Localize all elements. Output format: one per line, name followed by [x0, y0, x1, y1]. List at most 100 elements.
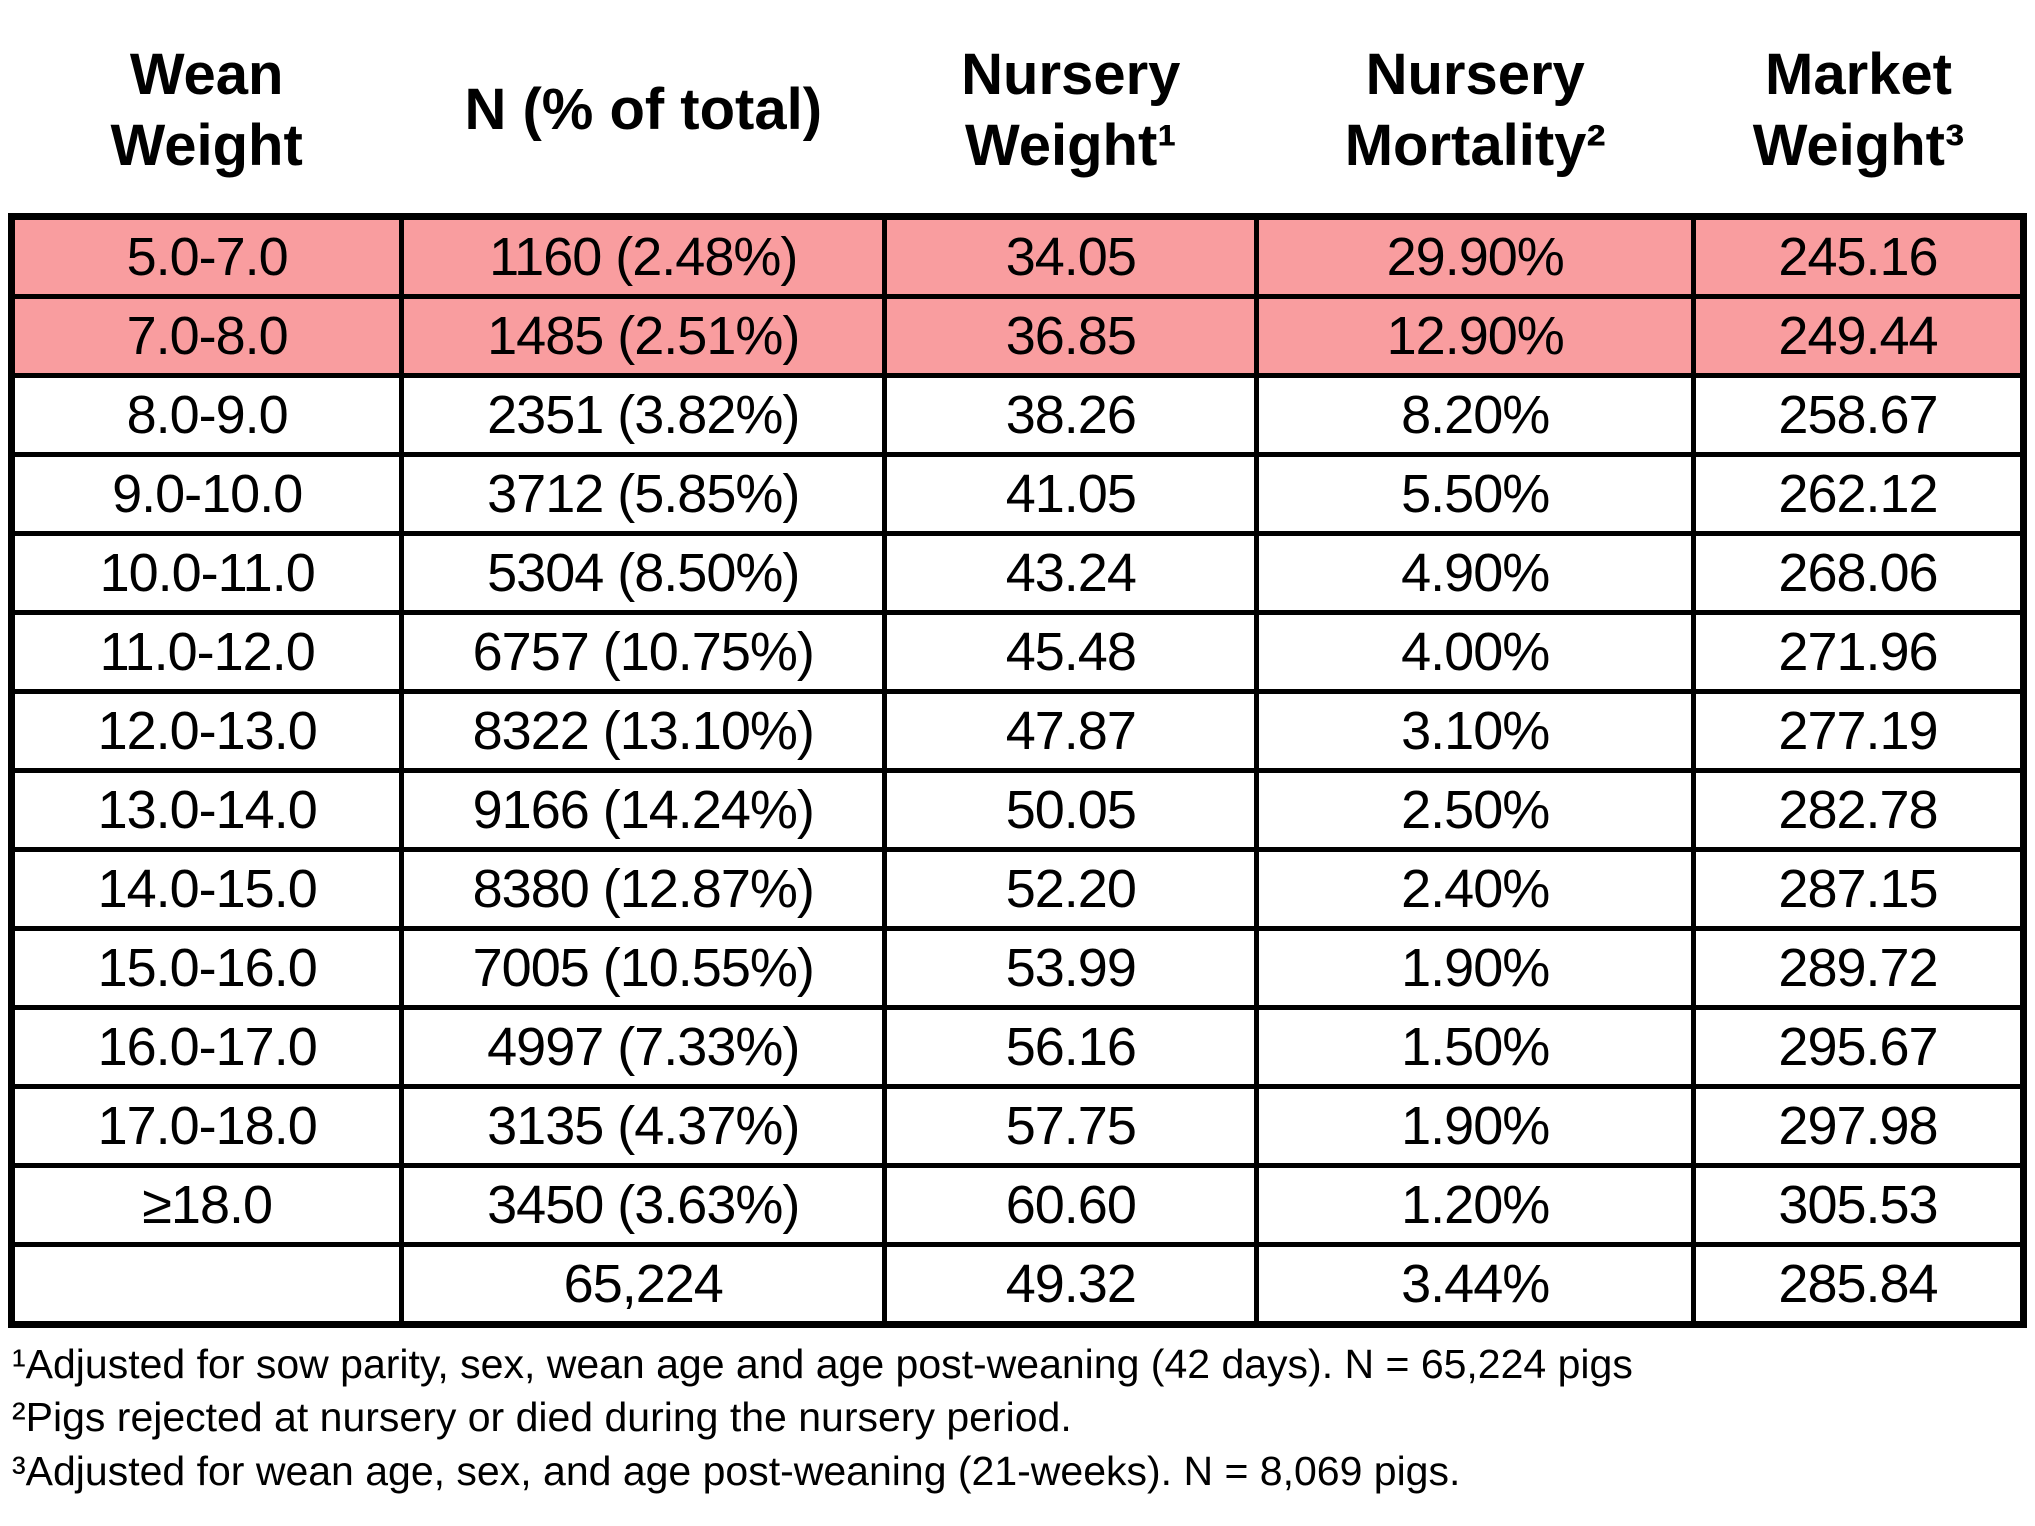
table-cell: 11.0-12.0	[7, 610, 405, 694]
table-row: 65,224 49.32 3.44% 285.84	[7, 1242, 2027, 1328]
table-cell: 36.85	[882, 294, 1260, 378]
table-cell: 13.0-14.0	[7, 768, 405, 852]
table-cell: 38.26	[882, 373, 1260, 457]
table-row: 15.0-16.0 7005 (10.55%) 53.99 1.90% 289.72	[7, 926, 2027, 1010]
table-cell: 4.00%	[1254, 610, 1696, 694]
footnotes: ¹Adjusted for sow parity, sex, wean age …	[8, 1338, 2027, 1498]
table-cell: 1.90%	[1254, 926, 1696, 1010]
footnote-1: ¹Adjusted for sow parity, sex, wean age …	[12, 1341, 1633, 1387]
footnote-2: ²Pigs rejected at nursery or died during…	[12, 1394, 1072, 1441]
table-cell: 8322 (13.10%)	[399, 689, 888, 773]
table-cell: 45.48	[882, 610, 1260, 694]
table-cell: 262.12	[1691, 452, 2027, 536]
table-cell: 2.50%	[1254, 768, 1696, 852]
table-cell: 29.90%	[1254, 213, 1696, 299]
col-header-nursery-weight: Nursery Weight¹	[884, 8, 1257, 217]
table-cell: 1.50%	[1254, 1005, 1696, 1089]
header-line: Mortality²	[1344, 112, 1606, 178]
table-cell: 60.60	[882, 1163, 1260, 1247]
header-line: Wean	[129, 41, 284, 107]
header-line: Weight	[110, 112, 303, 178]
table-cell: 8.20%	[1254, 373, 1696, 457]
table-cell: ≥18.0	[7, 1163, 405, 1247]
table-cell	[7, 1242, 405, 1328]
table-row: 5.0-7.0 1160 (2.48%) 34.05 29.90% 245.16	[7, 213, 2027, 299]
table-cell: 268.06	[1691, 531, 2027, 615]
table-cell: 15.0-16.0	[7, 926, 405, 1010]
header-line: Nursery	[961, 41, 1181, 107]
table-cell: 282.78	[1691, 768, 2027, 852]
table-row: 7.0-8.0 1485 (2.51%) 36.85 12.90% 249.44	[7, 294, 2027, 378]
table-cell: 10.0-11.0	[7, 531, 405, 615]
table-cell: 1.20%	[1254, 1163, 1696, 1247]
table-row: 12.0-13.0 8322 (13.10%) 47.87 3.10% 277.19	[7, 689, 2027, 773]
table-cell: 2.40%	[1254, 847, 1696, 931]
table-cell: 47.87	[882, 689, 1260, 773]
table-row: 11.0-12.0 6757 (10.75%) 45.48 4.00% 271.96	[7, 610, 2027, 694]
table-cell: 43.24	[882, 531, 1260, 615]
table-cell: 245.16	[1691, 213, 2027, 299]
header-line: Weight¹	[965, 112, 1177, 178]
table-row: 10.0-11.0 5304 (8.50%) 43.24 4.90% 268.06	[7, 531, 2027, 615]
table-cell: 8.0-9.0	[7, 373, 405, 457]
table-cell: 50.05	[882, 768, 1260, 852]
table-cell: 57.75	[882, 1084, 1260, 1168]
table-cell: 12.90%	[1254, 294, 1696, 378]
table-cell: 65,224	[399, 1242, 888, 1328]
table-row: 9.0-10.0 3712 (5.85%) 41.05 5.50% 262.12	[7, 452, 2027, 536]
table-cell: 56.16	[882, 1005, 1260, 1089]
wean-weight-table: Wean Weight N (% of total) Nursery Weigh…	[7, 8, 2027, 1328]
table-cell: 1160 (2.48%)	[399, 213, 888, 299]
table-cell: 3712 (5.85%)	[399, 452, 888, 536]
table-row: 13.0-14.0 9166 (14.24%) 50.05 2.50% 282.78	[7, 768, 2027, 852]
header-line: Nursery	[1365, 41, 1585, 107]
col-header-n-pct-of-total: N (% of total)	[401, 8, 885, 217]
table-cell: 5.0-7.0	[7, 213, 405, 299]
table-cell: 4997 (7.33%)	[399, 1005, 888, 1089]
table-cell: 34.05	[882, 213, 1260, 299]
table-cell: 52.20	[882, 847, 1260, 931]
table-cell: 289.72	[1691, 926, 2027, 1010]
header-line: Weight³	[1752, 112, 1965, 178]
header-row: Wean Weight N (% of total) Nursery Weigh…	[11, 8, 2024, 217]
table-cell: 258.67	[1691, 373, 2027, 457]
table-cell: 295.67	[1691, 1005, 2027, 1089]
header-line: N (% of total)	[464, 77, 823, 143]
table-body: 5.0-7.0 1160 (2.48%) 34.05 29.90% 245.16 7.0-…	[7, 213, 2027, 1328]
table-row: 8.0-9.0 2351 (3.82%) 38.26 8.20% 258.67	[7, 373, 2027, 457]
table-cell: 3.44%	[1254, 1242, 1696, 1328]
table-cell: 271.96	[1691, 610, 2027, 694]
table-cell: 287.15	[1691, 847, 2027, 931]
table-row: 17.0-18.0 3135 (4.37%) 57.75 1.90% 297.98	[7, 1084, 2027, 1168]
table-cell: 277.19	[1691, 689, 2027, 773]
table-cell: 8380 (12.87%)	[399, 847, 888, 931]
col-header-nursery-mortality: Nursery Mortality²	[1256, 8, 1694, 217]
table-cell: 3.10%	[1254, 689, 1696, 773]
table-header: Wean Weight N (% of total) Nursery Weigh…	[11, 8, 2024, 217]
table-cell: 7.0-8.0	[7, 294, 405, 378]
table-cell: 5.50%	[1254, 452, 1696, 536]
table-cell: 1.90%	[1254, 1084, 1696, 1168]
table-cell: 49.32	[882, 1242, 1260, 1328]
table-cell: 9.0-10.0	[7, 452, 405, 536]
table-cell: 297.98	[1691, 1084, 2027, 1168]
table-cell: 285.84	[1691, 1242, 2027, 1328]
table-row: ≥18.0 3450 (3.63%) 60.60 1.20% 305.53	[7, 1163, 2027, 1247]
table-cell: 2351 (3.82%)	[399, 373, 888, 457]
table-cell: 249.44	[1691, 294, 2027, 378]
table-cell: 6757 (10.75%)	[399, 610, 888, 694]
table-cell: 3450 (3.63%)	[399, 1163, 888, 1247]
table-cell: 9166 (14.24%)	[399, 768, 888, 852]
table-cell: 16.0-17.0	[7, 1005, 405, 1089]
header-line: Market	[1765, 41, 1952, 107]
table-cell: 53.99	[882, 926, 1260, 1010]
table-row: 16.0-17.0 4997 (7.33%) 56.16 1.50% 295.67	[7, 1005, 2027, 1089]
table-cell: 7005 (10.55%)	[399, 926, 888, 1010]
col-header-wean-weight: Wean Weight	[11, 8, 402, 217]
table-cell: 41.05	[882, 452, 1260, 536]
table-cell: 12.0-13.0	[7, 689, 405, 773]
table-row: 14.0-15.0 8380 (12.87%) 52.20 2.40% 287.15	[7, 847, 2027, 931]
col-header-market-weight: Market Weight³	[1693, 8, 2024, 217]
table-cell: 305.53	[1691, 1163, 2027, 1247]
table-cell: 1485 (2.51%)	[399, 294, 888, 378]
